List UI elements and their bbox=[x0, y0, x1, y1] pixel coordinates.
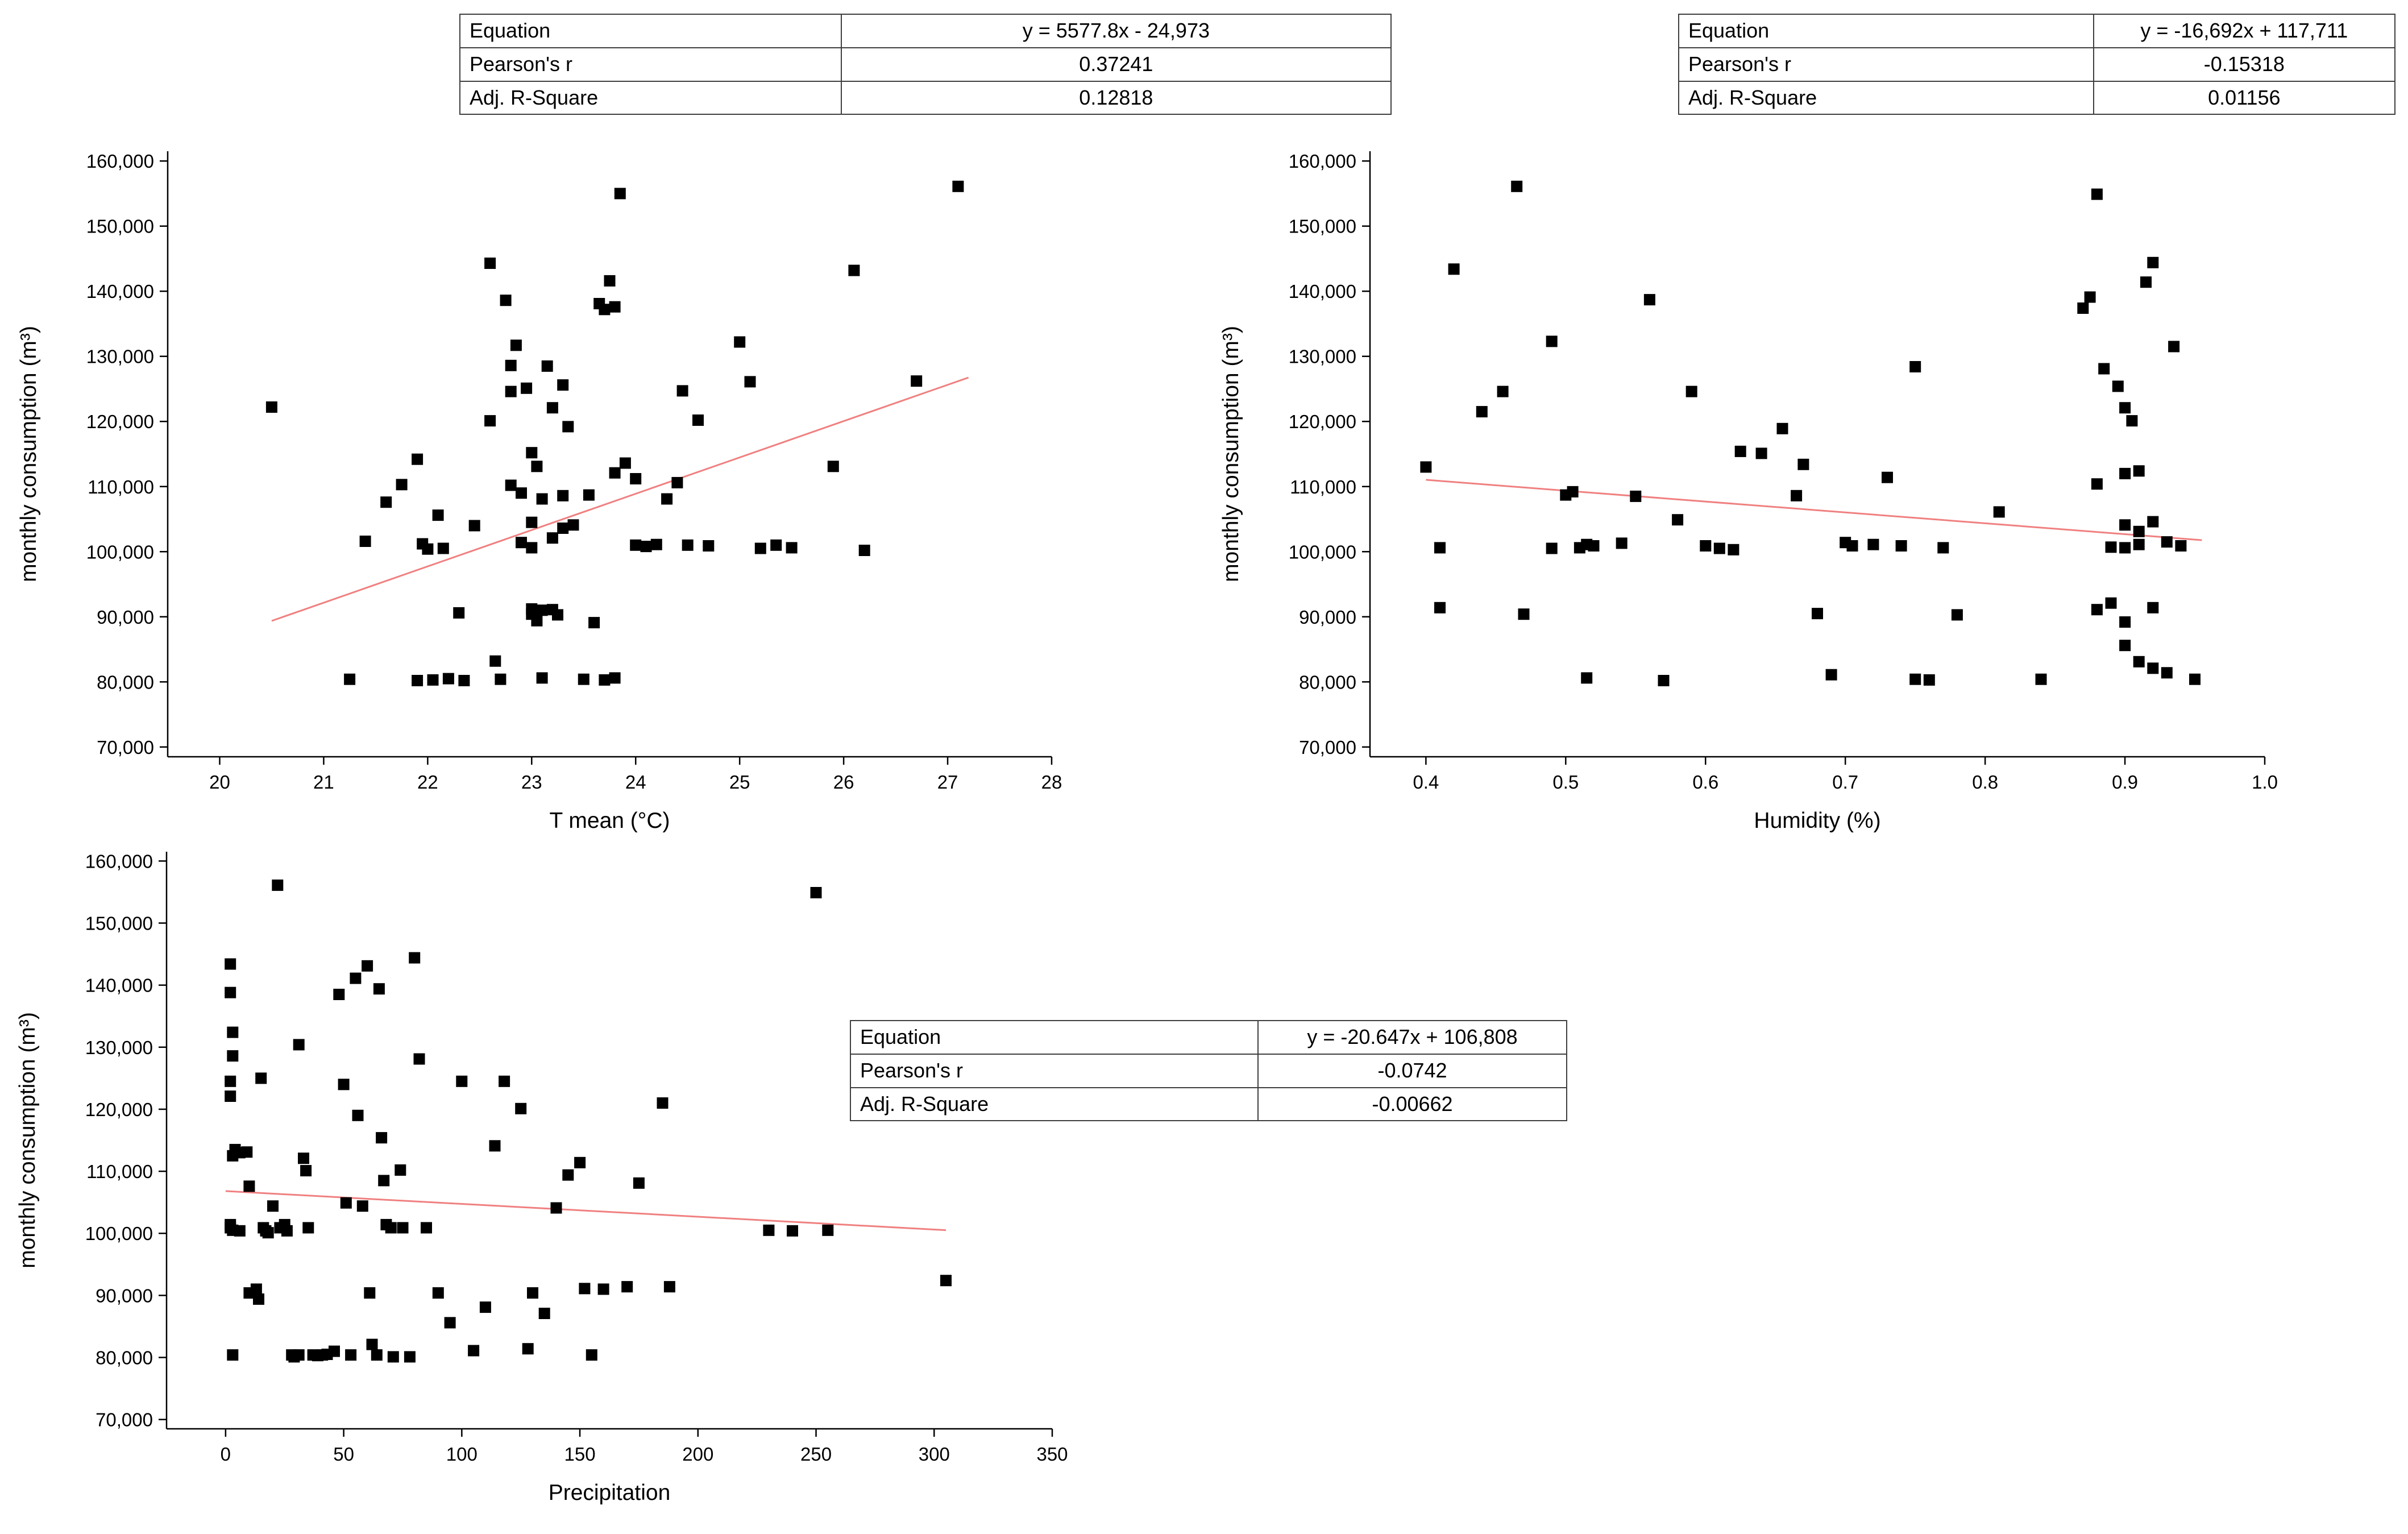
table-row: Pearson's r -0.15318 bbox=[1679, 47, 2394, 81]
svg-text:monthly consumption (m³): monthly consumption (m³) bbox=[15, 1012, 40, 1268]
svg-text:90,000: 90,000 bbox=[96, 1285, 153, 1306]
svg-text:100,000: 100,000 bbox=[86, 541, 154, 562]
stat-label: Adj. R-Square bbox=[460, 81, 842, 114]
stat-label: Equation bbox=[851, 1021, 1259, 1054]
svg-text:300: 300 bbox=[919, 1444, 950, 1465]
svg-text:0: 0 bbox=[221, 1444, 231, 1465]
svg-text:0.6: 0.6 bbox=[1692, 772, 1718, 793]
svg-text:monthly consumption (m³): monthly consumption (m³) bbox=[16, 326, 41, 582]
svg-text:80,000: 80,000 bbox=[96, 1347, 153, 1368]
svg-text:50: 50 bbox=[333, 1444, 354, 1465]
svg-text:120,000: 120,000 bbox=[1289, 411, 1356, 432]
svg-text:Precipitation: Precipitation bbox=[549, 1481, 671, 1505]
svg-text:200: 200 bbox=[682, 1444, 713, 1465]
svg-text:250: 250 bbox=[800, 1444, 832, 1465]
svg-text:90,000: 90,000 bbox=[97, 607, 154, 628]
svg-text:100,000: 100,000 bbox=[85, 1223, 153, 1244]
table-row: Adj. R-Square 0.12818 bbox=[460, 80, 1390, 114]
svg-text:22: 22 bbox=[417, 772, 438, 793]
stat-value: 0.01156 bbox=[2208, 85, 2281, 109]
stat-value: y = -20.647x + 106,808 bbox=[1307, 1025, 1518, 1048]
stat-value: -0.0742 bbox=[1377, 1058, 1447, 1082]
equation-table-humidity: Equation y = -16,692x + 117,711 Pearson'… bbox=[1678, 14, 2395, 115]
scatter-plot-precipitation: 70,000 80,000 90,000 100,000 110,000 120,000 1… bbox=[15, 851, 1068, 1505]
stat-label: Adj. R-Square bbox=[851, 1088, 1259, 1121]
svg-text:0.5: 0.5 bbox=[1552, 772, 1579, 793]
svg-text:80,000: 80,000 bbox=[1299, 671, 1356, 693]
svg-text:monthly consumption (m³): monthly consumption (m³) bbox=[1219, 326, 1243, 582]
svg-text:0.4: 0.4 bbox=[1413, 772, 1439, 793]
svg-text:0.8: 0.8 bbox=[1972, 772, 1998, 793]
svg-text:110,000: 110,000 bbox=[1290, 476, 1356, 497]
svg-text:160,000: 160,000 bbox=[85, 851, 153, 872]
svg-text:160,000: 160,000 bbox=[1289, 151, 1356, 172]
stat-label: Pearson's r bbox=[1679, 48, 2094, 81]
svg-text:130,000: 130,000 bbox=[1289, 346, 1356, 367]
svg-text:120,000: 120,000 bbox=[85, 1099, 153, 1120]
scatter-plot-tmean: 70,000 80,000 90,000 100,000 110,000 120,000 1… bbox=[16, 151, 1062, 833]
svg-text:28: 28 bbox=[1041, 772, 1062, 793]
stat-label: Adj. R-Square bbox=[1679, 81, 2094, 114]
svg-text:20: 20 bbox=[209, 772, 230, 793]
svg-text:70,000: 70,000 bbox=[1299, 737, 1356, 758]
svg-text:160,000: 160,000 bbox=[86, 151, 154, 172]
svg-text:0.9: 0.9 bbox=[2112, 772, 2138, 793]
table-row: Adj. R-Square -0.00662 bbox=[851, 1087, 1566, 1121]
table-row: Equation y = 5577.8x - 24,973 bbox=[460, 15, 1390, 47]
svg-text:100: 100 bbox=[446, 1444, 478, 1465]
svg-text:130,000: 130,000 bbox=[85, 1037, 153, 1058]
svg-text:350: 350 bbox=[1036, 1444, 1068, 1465]
svg-text:25: 25 bbox=[729, 772, 750, 793]
stat-value: 0.12818 bbox=[1079, 85, 1153, 109]
stat-label: Pearson's r bbox=[460, 48, 842, 81]
table-row: Pearson's r 0.37241 bbox=[460, 47, 1390, 81]
stat-value: -0.15318 bbox=[2203, 52, 2285, 76]
svg-text:0.7: 0.7 bbox=[1832, 772, 1858, 793]
stat-label: Equation bbox=[1679, 15, 2094, 47]
svg-text:80,000: 80,000 bbox=[97, 671, 154, 693]
stat-label: Equation bbox=[460, 15, 842, 47]
stat-value: -0.00662 bbox=[1372, 1092, 1453, 1116]
svg-text:140,000: 140,000 bbox=[1289, 281, 1356, 302]
svg-text:21: 21 bbox=[313, 772, 334, 793]
table-row: Equation y = -16,692x + 117,711 bbox=[1679, 15, 2394, 47]
svg-text:T mean (°C): T mean (°C) bbox=[549, 809, 670, 833]
svg-text:100,000: 100,000 bbox=[1289, 541, 1356, 562]
svg-text:140,000: 140,000 bbox=[85, 975, 153, 996]
equation-table-precipitation: Equation y = -20.647x + 106,808 Pearson'… bbox=[850, 1020, 1567, 1122]
svg-text:Humidity (%): Humidity (%) bbox=[1754, 809, 1880, 833]
svg-text:110,000: 110,000 bbox=[88, 476, 154, 497]
stat-value: y = 5577.8x - 24,973 bbox=[1022, 19, 1210, 42]
table-row: Pearson's r -0.0742 bbox=[851, 1053, 1566, 1087]
equation-table-tmean: Equation y = 5577.8x - 24,973 Pearson's … bbox=[459, 14, 1392, 115]
svg-text:120,000: 120,000 bbox=[86, 411, 154, 432]
svg-text:130,000: 130,000 bbox=[86, 346, 154, 367]
svg-text:150,000: 150,000 bbox=[86, 216, 154, 237]
svg-text:150: 150 bbox=[564, 1444, 596, 1465]
svg-text:70,000: 70,000 bbox=[96, 1409, 153, 1431]
svg-text:70,000: 70,000 bbox=[97, 737, 154, 758]
svg-text:26: 26 bbox=[833, 772, 854, 793]
table-row: Equation y = -20.647x + 106,808 bbox=[851, 1021, 1566, 1054]
stat-value: 0.37241 bbox=[1079, 52, 1153, 76]
svg-text:23: 23 bbox=[521, 772, 542, 793]
svg-text:27: 27 bbox=[937, 772, 958, 793]
svg-text:150,000: 150,000 bbox=[85, 913, 153, 934]
svg-text:1.0: 1.0 bbox=[2252, 772, 2278, 793]
svg-text:150,000: 150,000 bbox=[1289, 216, 1356, 237]
stat-value: y = -16,692x + 117,711 bbox=[2140, 19, 2348, 42]
svg-text:140,000: 140,000 bbox=[86, 281, 154, 302]
table-row: Adj. R-Square 0.01156 bbox=[1679, 80, 2394, 114]
scatter-plot-humidity: 70,000 80,000 90,000 100,000 110,000 120,000 1… bbox=[1219, 151, 2278, 833]
svg-text:90,000: 90,000 bbox=[1299, 607, 1356, 628]
svg-text:24: 24 bbox=[625, 772, 646, 793]
svg-text:110,000: 110,000 bbox=[86, 1161, 153, 1182]
stat-label: Pearson's r bbox=[851, 1054, 1259, 1087]
